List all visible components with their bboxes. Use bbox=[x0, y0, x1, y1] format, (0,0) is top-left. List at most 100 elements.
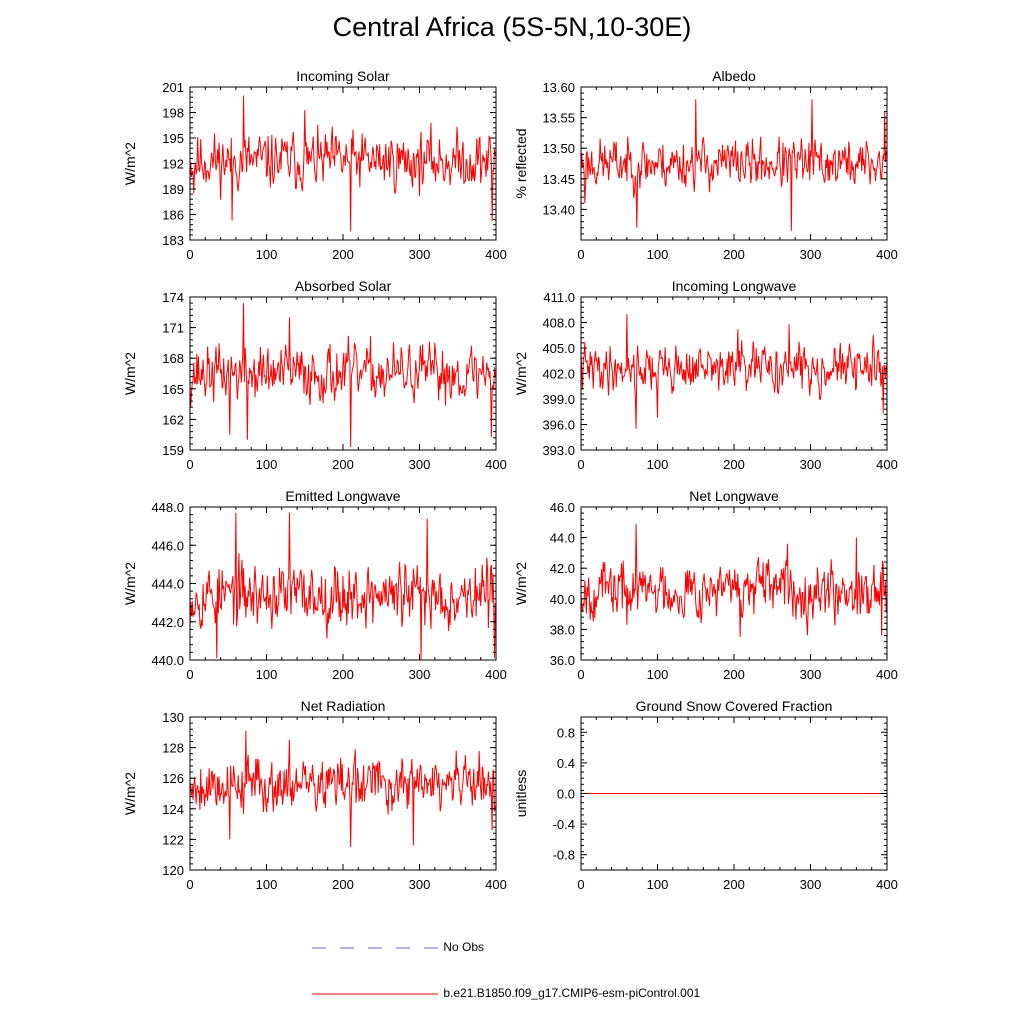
panel-albedo: Albedo % reflected 0 100 200 300 400 13.40 13.45… bbox=[513, 68, 898, 262]
x-tick-label: 0 bbox=[577, 457, 584, 472]
y-tick-label: 195 bbox=[162, 131, 184, 146]
panel-net-radiation: Net Radiation W/m^2 0 100 200 300 400 120 122 124… bbox=[122, 698, 507, 892]
panel-title: Net Longwave bbox=[689, 488, 779, 504]
legend: No Obs b.e21.B1850.f09_g17.CMIP6-esm-piC… bbox=[310, 940, 810, 1010]
y-tick-label: 13.40 bbox=[542, 202, 575, 217]
x-tick-label: 400 bbox=[876, 667, 898, 682]
y-tick-label: 444.0 bbox=[151, 577, 184, 592]
y-tick-label: 183 bbox=[162, 233, 184, 248]
y-axis-label: unitless bbox=[513, 770, 529, 817]
y-axis-label: W/m^2 bbox=[122, 562, 138, 605]
x-tick-label: 400 bbox=[485, 667, 507, 682]
series-line bbox=[189, 730, 496, 848]
y-tick-label: 411.0 bbox=[543, 290, 575, 305]
x-tick-label: 0 bbox=[577, 667, 584, 682]
panel-emitted-longwave: Emitted Longwave W/m^2 0 100 200 300 400 440.0 4… bbox=[122, 488, 507, 682]
y-tick-label: 13.45 bbox=[542, 172, 575, 187]
panel-title: Albedo bbox=[712, 68, 756, 84]
x-tick-label: 300 bbox=[800, 877, 822, 892]
x-tick-label: 0 bbox=[186, 877, 193, 892]
y-tick-label: 448.0 bbox=[151, 500, 184, 515]
y-tick-label: 446.0 bbox=[151, 538, 184, 553]
x-tick-label: 300 bbox=[800, 667, 822, 682]
x-tick-label: 0 bbox=[186, 457, 193, 472]
y-tick-label: 46.0 bbox=[550, 500, 575, 515]
x-tick-label: 300 bbox=[409, 877, 431, 892]
panel-absorbed-solar: Absorbed Solar W/m^2 0 100 200 300 400 159 162 16… bbox=[122, 278, 507, 472]
y-tick-label: 399.0 bbox=[542, 392, 575, 407]
x-tick-label: 100 bbox=[647, 247, 669, 262]
panel-title: Ground Snow Covered Fraction bbox=[636, 698, 833, 714]
y-tick-label: 126 bbox=[162, 771, 184, 786]
x-tick-label: 200 bbox=[723, 457, 745, 472]
figure-title: Central Africa (5S-5N,10-30E) bbox=[332, 12, 692, 42]
x-tick-label: 400 bbox=[485, 457, 507, 472]
x-tick-label: 300 bbox=[800, 247, 822, 262]
y-tick-label: 42.0 bbox=[550, 561, 575, 576]
y-tick-label: 13.55 bbox=[542, 111, 575, 126]
y-tick-label: 128 bbox=[162, 741, 184, 756]
y-tick-label: 405.0 bbox=[542, 341, 575, 356]
x-tick-label: 0 bbox=[577, 877, 584, 892]
y-axis-label: W/m^2 bbox=[513, 562, 529, 605]
x-tick-label: 200 bbox=[332, 667, 354, 682]
y-tick-label: 162 bbox=[162, 412, 184, 427]
x-tick-label: 400 bbox=[876, 877, 898, 892]
panel-incoming-solar: Incoming Solar W/m^2 0 100 200 300 400 183 186 18… bbox=[122, 68, 507, 262]
panel-title: Emitted Longwave bbox=[285, 488, 400, 504]
x-tick-label: 200 bbox=[332, 247, 354, 262]
y-tick-label: 122 bbox=[162, 832, 184, 847]
legend-obs-entry: No Obs bbox=[310, 940, 484, 956]
y-axis-label: W/m^2 bbox=[122, 772, 138, 815]
y-tick-label: 0.4 bbox=[557, 756, 575, 771]
y-tick-label: 124 bbox=[162, 802, 184, 817]
y-axis-label: W/m^2 bbox=[122, 142, 138, 185]
x-tick-label: 300 bbox=[409, 247, 431, 262]
series-line bbox=[580, 313, 887, 429]
y-tick-label: -0.4 bbox=[553, 817, 575, 832]
panel-incoming-longwave: Incoming Longwave W/m^2 0 100 200 300 400 393.0… bbox=[513, 278, 898, 472]
y-tick-label: 13.50 bbox=[542, 141, 575, 156]
x-tick-label: 100 bbox=[256, 877, 278, 892]
y-tick-label: 168 bbox=[162, 351, 184, 366]
x-tick-label: 0 bbox=[186, 247, 193, 262]
y-tick-label: 38.0 bbox=[550, 622, 575, 637]
y-tick-label: 0.0 bbox=[557, 787, 575, 802]
y-tick-label: -0.8 bbox=[553, 848, 575, 863]
y-tick-label: 174 bbox=[162, 290, 184, 305]
x-tick-label: 100 bbox=[647, 877, 669, 892]
x-tick-label: 300 bbox=[409, 667, 431, 682]
series-line bbox=[580, 523, 887, 638]
y-tick-label: 198 bbox=[162, 106, 184, 121]
panel-title: Net Radiation bbox=[301, 698, 386, 714]
x-tick-label: 100 bbox=[647, 667, 669, 682]
y-tick-label: 396.0 bbox=[542, 418, 575, 433]
y-tick-label: 201 bbox=[162, 80, 184, 95]
x-tick-label: 100 bbox=[256, 457, 278, 472]
y-tick-label: 13.60 bbox=[542, 80, 575, 95]
x-tick-label: 0 bbox=[577, 247, 584, 262]
panel-ground-snow-covered-fraction: Ground Snow Covered Fraction unitless 0 100… bbox=[513, 698, 898, 892]
y-tick-label: 36.0 bbox=[550, 653, 575, 668]
series-line bbox=[189, 303, 496, 447]
x-tick-label: 200 bbox=[723, 667, 745, 682]
y-tick-label: 130 bbox=[162, 710, 184, 725]
y-tick-label: 186 bbox=[162, 208, 184, 223]
y-tick-label: 393.0 bbox=[542, 443, 575, 458]
x-tick-label: 0 bbox=[186, 667, 193, 682]
series-line bbox=[189, 512, 496, 661]
series-line bbox=[189, 95, 496, 232]
y-tick-label: 44.0 bbox=[550, 531, 575, 546]
y-tick-label: 0.8 bbox=[557, 725, 575, 740]
legend-model-label: b.e21.B1850.f09_g17.CMIP6-esm-piControl.… bbox=[443, 986, 701, 1001]
x-tick-label: 300 bbox=[800, 457, 822, 472]
legend-obs-label: No Obs bbox=[443, 940, 485, 955]
x-tick-label: 200 bbox=[723, 877, 745, 892]
y-axis-label: W/m^2 bbox=[513, 352, 529, 395]
y-tick-label: 159 bbox=[162, 443, 184, 458]
y-tick-label: 40.0 bbox=[550, 592, 575, 607]
y-tick-label: 165 bbox=[162, 382, 184, 397]
x-tick-label: 200 bbox=[723, 247, 745, 262]
y-tick-label: 171 bbox=[162, 321, 184, 336]
